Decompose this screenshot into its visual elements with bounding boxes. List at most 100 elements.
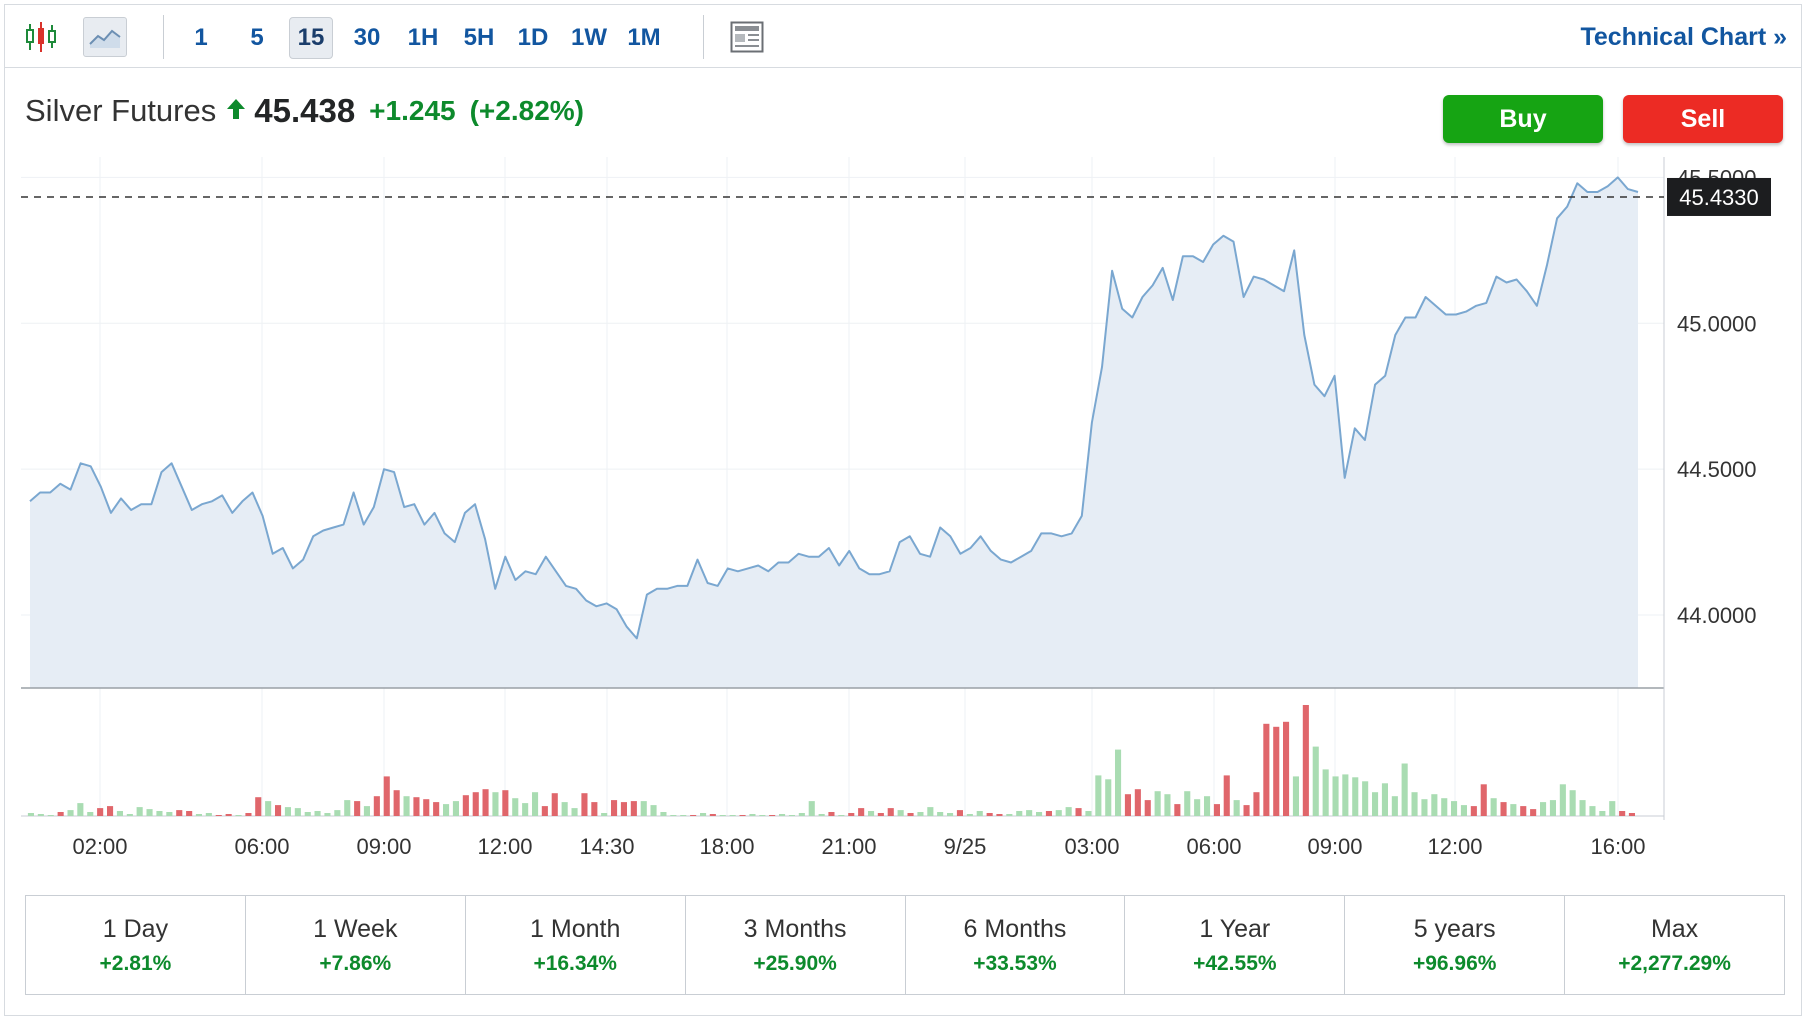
volume-bar — [1352, 777, 1359, 816]
performance-cell[interactable]: 1 Year +42.55% — [1125, 896, 1346, 994]
volume-bar — [1619, 811, 1626, 816]
performance-cell[interactable]: 3 Months +25.90% — [686, 896, 906, 994]
performance-period: 1 Day — [102, 914, 169, 943]
volume-bar — [294, 808, 301, 816]
volume-bar — [739, 815, 746, 816]
volume-bar — [1115, 749, 1122, 816]
timeframe-1w[interactable]: 1W — [571, 24, 607, 51]
volume-bar — [512, 798, 519, 816]
timeframe-1h[interactable]: 1H — [407, 24, 439, 51]
volume-bar — [571, 808, 578, 816]
toolbar-divider — [163, 15, 164, 59]
area-chart-icon[interactable] — [83, 17, 127, 57]
volume-bar — [611, 800, 618, 816]
performance-cell[interactable]: 5 years +96.96% — [1345, 896, 1566, 994]
volume-bar — [1223, 775, 1230, 816]
performance-cell[interactable]: 6 Months +33.53% — [906, 896, 1126, 994]
performance-cell[interactable]: 1 Week +7.86% — [246, 896, 466, 994]
volume-bar — [156, 811, 163, 816]
volume-bar — [502, 790, 509, 816]
y-axis-tick-label: 44.0000 — [1677, 603, 1757, 628]
y-axis-tick-label: 45.0000 — [1677, 311, 1757, 336]
volume-bar — [630, 801, 637, 816]
volume-bar — [956, 810, 963, 816]
timeframe-5[interactable]: 5 — [250, 24, 264, 51]
volume-bar — [690, 815, 697, 816]
volume-bar — [1134, 789, 1141, 816]
volume-bar — [225, 814, 232, 816]
timeframe-30[interactable]: 30 — [353, 24, 381, 51]
sell-button[interactable]: Sell — [1623, 95, 1783, 143]
volume-bar — [1381, 783, 1388, 816]
volume-bar — [986, 813, 993, 816]
candlestick-icon[interactable] — [21, 17, 61, 57]
volume-bar — [1184, 791, 1191, 816]
volume-bar — [788, 815, 795, 816]
volume-bar — [1253, 792, 1260, 816]
x-axis-tick-label: 03:00 — [1064, 834, 1119, 859]
performance-cell[interactable]: Max +2,277.29% — [1565, 896, 1784, 994]
volume-bar — [532, 792, 539, 816]
volume-bar — [1213, 804, 1220, 816]
price-area — [30, 177, 1638, 688]
volume-bar — [1322, 769, 1329, 816]
volume-bar — [1401, 763, 1408, 816]
x-axis-tick-label: 16:00 — [1590, 834, 1645, 859]
volume-bar — [976, 811, 983, 816]
timeframe-15[interactable]: 15 — [289, 17, 333, 59]
performance-change: +42.55% — [1193, 951, 1277, 975]
price-chart[interactable]: 02:00 06:00 09:00 12:00 14:30 18:00 21:00 9/25 0… — [5, 5, 1801, 875]
volume-bar — [1243, 805, 1250, 816]
volume-bar — [947, 813, 954, 816]
volume-bar — [492, 792, 499, 816]
volume-bar — [1559, 784, 1566, 816]
volume-bar — [1164, 794, 1171, 816]
volume-bar — [769, 815, 776, 816]
performance-period: 6 Months — [963, 914, 1067, 943]
volume-bar — [1292, 776, 1299, 816]
timeframe-1m[interactable]: 1M — [627, 24, 661, 51]
volume-bar — [897, 810, 904, 816]
timeframe-5h[interactable]: 5H — [463, 24, 495, 51]
technical-chart-link[interactable]: Technical Chart » — [1580, 23, 1787, 51]
volume-bar — [640, 801, 647, 816]
volume-bar — [1006, 814, 1013, 816]
performance-period: 5 years — [1413, 914, 1496, 943]
chart-widget: 1 5 15 30 1H 5H 1D 1W 1M Technical Chart » Silve… — [4, 4, 1802, 1016]
timeframe-1d[interactable]: 1D — [517, 24, 549, 51]
buy-button[interactable]: Buy — [1443, 95, 1603, 143]
y-axis-tick-label: 44.5000 — [1677, 457, 1757, 482]
volume-bar — [887, 808, 894, 816]
performance-period: 1 Year — [1199, 914, 1271, 943]
volume-bar — [1124, 794, 1131, 816]
volume-bar — [877, 813, 884, 816]
volume-bar — [255, 797, 262, 816]
volume-bar — [383, 776, 390, 816]
volume-bar — [126, 814, 133, 816]
volume-bar — [354, 801, 361, 816]
volume-bar — [314, 811, 321, 816]
x-axis-tick-label: 21:00 — [821, 834, 876, 859]
x-axis-tick-label: 14:30 — [579, 834, 634, 859]
volume-bar — [1045, 811, 1052, 816]
volume-bar — [1431, 794, 1438, 816]
volume-bar — [1411, 792, 1418, 816]
x-axis-tick-label: 12:00 — [477, 834, 532, 859]
performance-cell[interactable]: 1 Month +16.34% — [466, 896, 686, 994]
volume-bar — [363, 806, 370, 816]
last-price-tag-label: 45.4330 — [1679, 185, 1759, 210]
volume-bar — [1451, 801, 1458, 816]
volume-bar — [205, 813, 212, 816]
x-axis-tick-label: 12:00 — [1427, 834, 1482, 859]
performance-cell[interactable]: 1 Day +2.81% — [26, 896, 246, 994]
volume-bar — [561, 802, 568, 816]
volume-bar — [1530, 809, 1537, 816]
volume-bar — [235, 815, 242, 816]
volume-bar — [996, 814, 1003, 816]
volume-bar — [482, 789, 489, 816]
timeframe-1[interactable]: 1 — [194, 24, 208, 51]
volume-bar — [176, 810, 183, 816]
volume-bar — [472, 792, 479, 816]
news-icon[interactable] — [727, 17, 767, 57]
instrument-name: Silver Futures — [25, 93, 217, 128]
